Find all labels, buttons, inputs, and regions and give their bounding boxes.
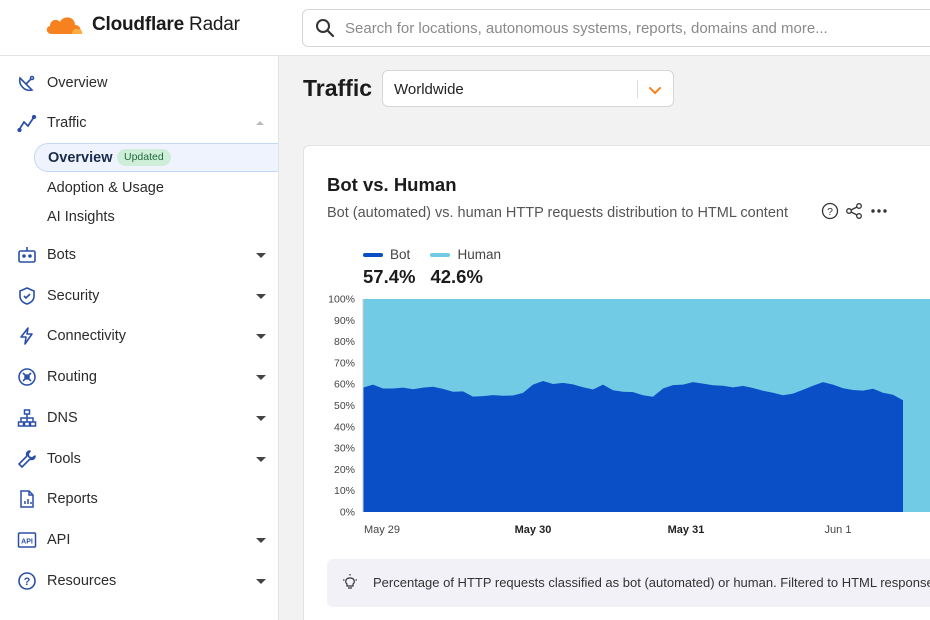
x-tick-label: May 30 bbox=[515, 524, 552, 536]
svg-text:API: API bbox=[21, 539, 33, 546]
sidebar-subitem-ai-insights[interactable]: AI Insights bbox=[47, 208, 115, 225]
search-icon bbox=[315, 18, 335, 38]
sidebar-item-routing[interactable]: Routing bbox=[0, 359, 278, 395]
y-tick-label: 80% bbox=[334, 336, 355, 348]
sidebar-item-overview[interactable]: Overview bbox=[0, 65, 278, 101]
help-icon[interactable]: ? bbox=[821, 202, 839, 225]
bot-human-area-chart: 0% 10% 20% 30% 40% 50% 60% 70% 80% 90% 100% May 29 M… bbox=[328, 294, 930, 536]
legend-swatch-human bbox=[430, 252, 451, 257]
brand-name: Cloudflare Radar bbox=[92, 14, 240, 35]
y-tick-label: 20% bbox=[334, 464, 355, 476]
chevron-down-icon[interactable] bbox=[256, 252, 266, 258]
y-tick-label: 10% bbox=[334, 485, 355, 497]
chevron-down-icon[interactable] bbox=[256, 578, 266, 584]
wrench-icon bbox=[16, 448, 38, 470]
sidebar-subitem-adoption-usage[interactable]: Adoption & Usage bbox=[47, 179, 164, 196]
y-tick-label: 100% bbox=[328, 294, 355, 306]
share-icon[interactable] bbox=[845, 202, 863, 225]
sidebar-subitem-traffic-overview[interactable]: Overview Updated bbox=[34, 143, 278, 172]
chart-info-box: Percentage of HTTP requests classified a… bbox=[327, 559, 930, 607]
dns-hierarchy-icon bbox=[16, 407, 38, 429]
top-header: Cloudflare Radar bbox=[0, 0, 930, 56]
x-tick-label: Jun 1 bbox=[825, 524, 852, 536]
sidebar-item-security[interactable]: Security bbox=[0, 278, 278, 314]
shield-icon bbox=[16, 285, 38, 307]
sidebar-item-bots[interactable]: Bots bbox=[0, 237, 278, 273]
chevron-down-icon[interactable] bbox=[256, 374, 266, 380]
updated-badge: Updated bbox=[117, 149, 171, 166]
bot-area[interactable] bbox=[363, 381, 903, 512]
select-divider bbox=[637, 80, 638, 98]
bot-vs-human-card: Bot vs. Human Bot (automated) vs. human … bbox=[303, 145, 930, 620]
card-title: Bot vs. Human bbox=[327, 174, 457, 195]
chart-legend: Bot 57.4% Human 42.6% bbox=[363, 247, 501, 288]
location-select-value: Worldwide bbox=[394, 81, 464, 98]
svg-text:?: ? bbox=[24, 576, 31, 588]
help-circle-icon: ? bbox=[16, 570, 38, 592]
chevron-down-icon[interactable] bbox=[256, 537, 266, 543]
card-actions: ? bbox=[821, 202, 889, 225]
sidebar: Overview Traffic Overview Updated Adopti… bbox=[0, 56, 279, 620]
bolt-icon bbox=[16, 325, 38, 347]
report-icon bbox=[16, 488, 38, 510]
routing-icon bbox=[16, 366, 38, 388]
bot-icon bbox=[16, 244, 38, 266]
sidebar-item-dns[interactable]: DNS bbox=[0, 400, 278, 436]
y-tick-label: 60% bbox=[334, 379, 355, 391]
chart-info-text: Percentage of HTTP requests classified a… bbox=[373, 575, 930, 590]
x-tick-label: May 29 bbox=[364, 524, 400, 536]
y-tick-label: 90% bbox=[334, 315, 355, 327]
more-options-icon[interactable] bbox=[869, 202, 889, 225]
sidebar-item-tools[interactable]: Tools bbox=[0, 441, 278, 477]
chevron-down-icon[interactable] bbox=[256, 333, 266, 339]
legend-item-bot[interactable]: Bot 57.4% bbox=[363, 247, 416, 287]
legend-value-human: 42.6% bbox=[430, 266, 483, 287]
x-tick-label: May 31 bbox=[668, 524, 705, 536]
legend-swatch-bot bbox=[363, 252, 383, 257]
card-subtitle: Bot (automated) vs. human HTTP requests … bbox=[327, 205, 788, 221]
satellite-dish-icon bbox=[16, 72, 38, 94]
lightbulb-icon bbox=[341, 573, 359, 596]
traffic-line-icon bbox=[16, 112, 38, 134]
location-select[interactable]: Worldwide bbox=[382, 70, 674, 107]
chevron-down-icon[interactable] bbox=[256, 415, 266, 421]
cloudflare-cloud-icon bbox=[46, 17, 83, 34]
chevron-down-icon[interactable] bbox=[648, 83, 662, 101]
y-tick-label: 70% bbox=[334, 357, 355, 369]
collapse-icon[interactable] bbox=[256, 121, 264, 125]
y-tick-label: 40% bbox=[334, 421, 355, 433]
legend-value-bot: 57.4% bbox=[363, 266, 416, 287]
sidebar-item-api[interactable]: API API bbox=[0, 522, 278, 558]
y-tick-label: 0% bbox=[340, 507, 355, 519]
sidebar-item-reports[interactable]: Reports bbox=[0, 481, 278, 517]
search-input[interactable] bbox=[345, 19, 905, 37]
api-icon: API bbox=[16, 529, 38, 551]
page-title: Traffic bbox=[303, 75, 373, 101]
sidebar-item-traffic[interactable]: Traffic bbox=[0, 105, 278, 141]
chevron-down-icon[interactable] bbox=[256, 456, 266, 462]
search-box[interactable] bbox=[302, 9, 930, 47]
y-tick-label: 30% bbox=[334, 443, 355, 455]
sidebar-item-connectivity[interactable]: Connectivity bbox=[0, 318, 278, 354]
sidebar-item-resources[interactable]: ? Resources bbox=[0, 563, 278, 599]
svg-text:?: ? bbox=[827, 206, 833, 218]
chevron-down-icon[interactable] bbox=[256, 293, 266, 299]
legend-item-human[interactable]: Human 42.6% bbox=[430, 247, 501, 287]
cloudflare-radar-logo[interactable]: Cloudflare Radar bbox=[44, 14, 240, 36]
y-tick-label: 50% bbox=[334, 400, 355, 412]
